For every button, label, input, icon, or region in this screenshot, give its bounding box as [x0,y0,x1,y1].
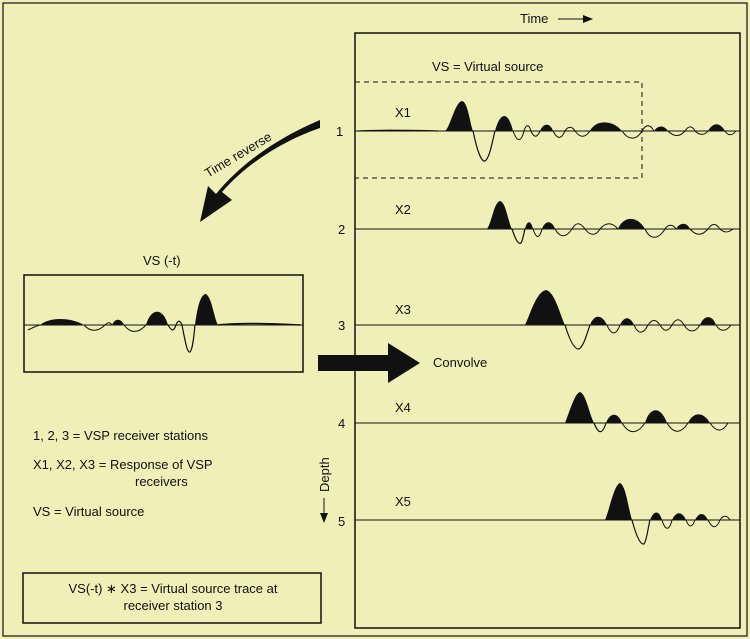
legend-response-continued: receivers [135,474,188,489]
trace-label: X5 [395,494,411,509]
trace-label: X2 [395,202,411,217]
trace-x2 [487,201,734,244]
station-number: 4 [338,416,345,431]
legend-stations: 1, 2, 3 = VSP receiver stations [33,428,208,443]
trace-label: X1 [395,105,411,120]
legend-response: X1, X2, X3 = Response of VSP [33,457,213,472]
trace-x1 [357,101,737,162]
equation-line-2: receiver station 3 [123,598,223,613]
vs-reversed-trace [27,294,301,353]
legend-virtual-source: VS = Virtual source [33,504,145,519]
trace-x5 [605,483,731,545]
trace-label: X3 [395,302,411,317]
equation-box [22,572,322,624]
equation-line-1: VS(-t) ∗ X3 = Virtual source trace at [68,581,278,596]
station-number: 5 [338,514,345,529]
traces-panel [354,32,741,629]
station-number: 1 [336,124,343,139]
trace-x3 [525,290,732,350]
trace-x4 [565,392,729,433]
vs-reversed-label: VS (-t) [143,253,181,268]
vs-box-label: VS = Virtual source [432,59,543,74]
convolve-arrow-icon [318,343,420,383]
station-number: 3 [338,318,345,333]
time-label: Time [520,11,548,26]
vs-reversed-box [23,274,304,373]
station-number: 2 [338,222,345,237]
time-reverse-arrow-icon [200,120,320,222]
virtual-source-window [354,81,643,179]
depth-label: Depth [317,457,332,492]
convolve-label: Convolve [433,355,487,370]
trace-label: X4 [395,400,411,415]
